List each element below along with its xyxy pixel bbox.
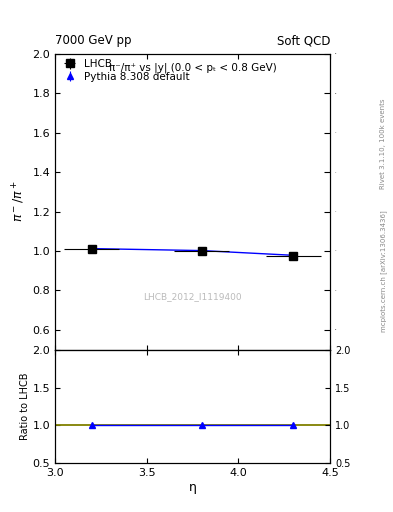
Legend: LHCB, Pythia 8.308 default: LHCB, Pythia 8.308 default [58,57,192,83]
Text: Rivet 3.1.10, 100k events: Rivet 3.1.10, 100k events [380,98,386,188]
X-axis label: η: η [189,481,196,494]
Text: 7000 GeV pp: 7000 GeV pp [55,34,132,47]
Y-axis label: Ratio to LHCB: Ratio to LHCB [20,373,29,440]
Text: LHCB_2012_I1119400: LHCB_2012_I1119400 [143,292,242,301]
Text: mcplots.cern.ch [arXiv:1306.3436]: mcplots.cern.ch [arXiv:1306.3436] [380,210,387,332]
Text: Soft QCD: Soft QCD [277,34,330,47]
Text: π⁻/π⁺ vs |y| (0.0 < pₜ < 0.8 GeV): π⁻/π⁺ vs |y| (0.0 < pₜ < 0.8 GeV) [109,62,276,73]
Y-axis label: $\pi^-/\pi^+$: $\pi^-/\pi^+$ [11,181,27,222]
